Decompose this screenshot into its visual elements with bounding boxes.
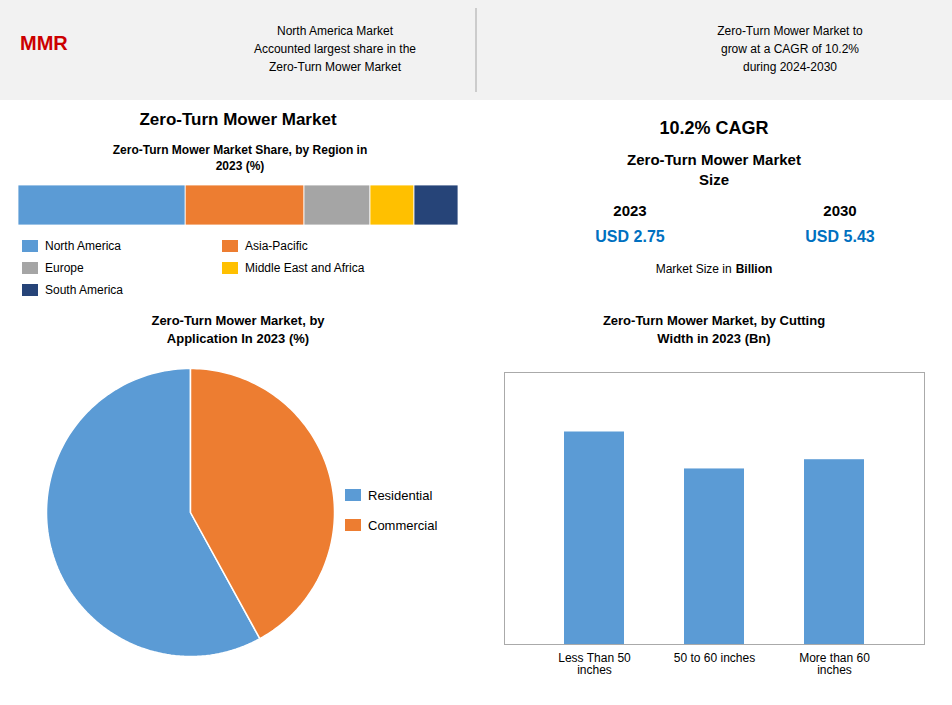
html-text:Europe: Europe [45,261,84,275]
html-text:Zero-Turn Mower Market Size: Zero-Turn Mower Market Size [627,151,801,189]
html-text:MMR: MMR [20,32,68,54]
html-text:North America Market Accounted: North America Market Accounted largest s… [253,24,416,74]
html-text:North America: North America [45,239,121,253]
html-text:2023: 2023 [613,202,647,219]
html-text:2030: 2030 [823,202,857,219]
svg-text:Less Than 50inches: Less Than 50inches [558,651,631,677]
svg-text:More than 60inches: More than 60inches [799,651,870,677]
html-text:USD 2.75: USD 2.75 [595,228,665,245]
html-text:Zero-Turn Mower Market: Zero-Turn Mower Market [139,110,337,129]
html-text:Residential: Residential [368,487,433,503]
html-text:Zero-Turn Mower Market Share,: Zero-Turn Mower Market Share, by Region … [112,143,368,174]
svg-text:50 to 60 inches: 50 to 60 inches [674,651,755,665]
html-text:Market Size in Billion: Market Size in Billion [655,262,773,276]
html-text:Zero-Turn Mower Market, by Cut: Zero-Turn Mower Market, by Cutting Width… [602,313,826,346]
html-text:10.2% CAGR: 10.2% CAGR [659,118,769,138]
html-text:Zero-Turn Mower Market to grow: Zero-Turn Mower Market to grow at a CAGR… [717,24,863,74]
html-text:Middle East and Africa: Middle East and Africa [245,261,365,275]
html-text:Commercial: Commercial [368,517,438,533]
html-text:Zero-Turn Mower Market, by App: Zero-Turn Mower Market, by Application I… [151,313,325,346]
html-text:Asia-Pacific: Asia-Pacific [245,239,308,253]
html-text:USD 5.43: USD 5.43 [805,228,875,245]
html-text:South America: South America [45,283,123,297]
